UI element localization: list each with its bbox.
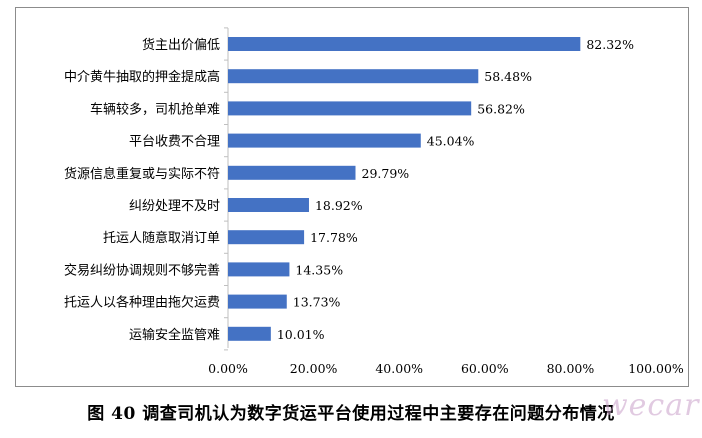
bar bbox=[228, 69, 479, 84]
bar bbox=[228, 165, 356, 180]
category-label: 运输安全监管难 bbox=[129, 327, 220, 343]
value-label: 14.35% bbox=[295, 262, 343, 277]
category-label: 平台收费不合理 bbox=[129, 135, 220, 150]
x-tick-label: 0.00% bbox=[208, 361, 248, 376]
category-label: 货主出价偏低 bbox=[142, 37, 220, 53]
value-label: 29.79% bbox=[362, 166, 410, 181]
value-label: 58.48% bbox=[484, 69, 532, 84]
value-label: 13.73% bbox=[293, 295, 341, 310]
value-label: 45.04% bbox=[427, 134, 475, 149]
category-label: 托运人以各种理由拖欠运费 bbox=[64, 295, 220, 311]
category-label: 纠纷处理不及时 bbox=[129, 199, 220, 214]
bar bbox=[228, 198, 309, 212]
x-tick-label: 20.00% bbox=[290, 361, 338, 376]
bar-chart: 货主出价偏低 82.32% 中介黄牛抽取的押金提成高 58.48% 车辆较多，司机抢单难… bbox=[64, 27, 684, 376]
x-tick-label: 100.00% bbox=[628, 361, 684, 376]
value-label: 56.82% bbox=[477, 101, 525, 116]
bar bbox=[228, 133, 421, 148]
value-label: 17.78% bbox=[310, 230, 358, 245]
category-label: 中介黄牛抽取的押金提成高 bbox=[64, 69, 220, 85]
bar bbox=[228, 37, 581, 51]
value-label: 10.01% bbox=[277, 327, 325, 342]
category-label: 交易纠纷协调规则不够完善 bbox=[64, 262, 220, 278]
x-tick-label: 40.00% bbox=[375, 361, 423, 376]
value-label: 18.92% bbox=[315, 198, 363, 213]
x-tick-label: 60.00% bbox=[461, 361, 509, 376]
bar bbox=[228, 262, 290, 277]
value-label: 82.32% bbox=[586, 37, 634, 52]
figure-caption: 图 40 调查司机认为数字货运平台使用过程中主要存在问题分布情况 bbox=[87, 404, 615, 424]
category-label: 车辆较多，司机抢单难 bbox=[90, 101, 220, 117]
bar bbox=[228, 101, 472, 116]
watermark: wecar bbox=[602, 388, 700, 423]
bar bbox=[228, 326, 271, 341]
chart-frame: 货主出价偏低 82.32% 中介黄牛抽取的押金提成高 58.48% 车辆较多，司机抢单难… bbox=[15, 7, 689, 387]
bar bbox=[228, 294, 287, 309]
category-label: 货源信息重复或与实际不符 bbox=[64, 166, 220, 182]
bar bbox=[228, 230, 305, 245]
x-tick-label: 80.00% bbox=[547, 361, 595, 376]
category-label: 托运人随意取消订单 bbox=[103, 230, 220, 246]
